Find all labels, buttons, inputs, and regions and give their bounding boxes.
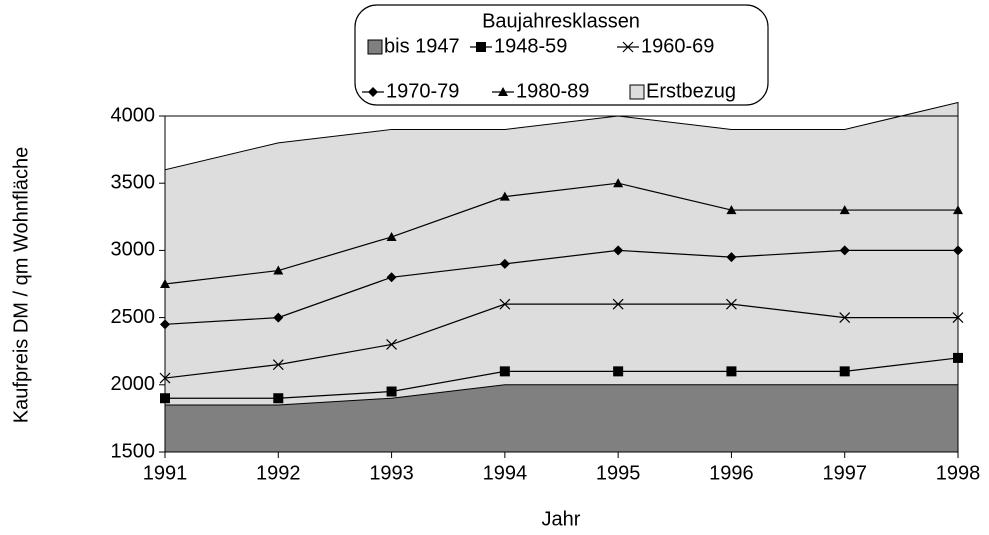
legend-label: bis 1947 xyxy=(384,35,460,57)
x-tick-label: 1998 xyxy=(936,462,981,484)
point xyxy=(499,366,510,377)
legend-swatch xyxy=(629,84,645,100)
legend-title: Baujahresklassen xyxy=(482,10,640,32)
legend-label: 1960-69 xyxy=(641,35,714,57)
point xyxy=(273,393,284,404)
y-tick-label: 3500 xyxy=(111,171,156,193)
line xyxy=(164,249,958,325)
legend-swatch xyxy=(367,39,383,55)
x-tick-label: 1992 xyxy=(256,462,301,484)
x-tick-label: 1997 xyxy=(822,462,867,484)
legend-label: 1948-59 xyxy=(494,35,567,57)
point xyxy=(499,258,510,269)
point xyxy=(499,191,510,201)
point xyxy=(953,205,963,215)
point xyxy=(499,298,511,310)
point xyxy=(160,393,170,404)
point xyxy=(839,205,850,215)
point xyxy=(726,298,737,310)
x-tick-label: 1995 xyxy=(596,462,641,484)
legend-marker xyxy=(368,87,378,97)
point xyxy=(160,319,170,330)
x-tick-label: 1991 xyxy=(143,462,188,484)
point xyxy=(839,245,850,256)
point xyxy=(726,205,737,215)
point xyxy=(159,372,171,384)
point xyxy=(613,178,624,188)
point xyxy=(386,272,397,283)
y-tick-label: 2500 xyxy=(111,306,156,328)
y-tick-label: 2000 xyxy=(111,373,156,395)
point xyxy=(952,312,964,324)
legend-box xyxy=(354,4,769,106)
point xyxy=(612,298,624,310)
legend-label: 1980-89 xyxy=(516,80,589,102)
y-tick-label: 4000 xyxy=(111,104,156,126)
legend-marker xyxy=(622,41,634,53)
point xyxy=(839,312,851,324)
legend-label: Erstbezug xyxy=(646,80,736,102)
x-axis-label: Jahr xyxy=(542,508,581,530)
point xyxy=(839,366,850,377)
point xyxy=(953,352,963,363)
point xyxy=(726,252,737,263)
y-tick-label: 3000 xyxy=(111,239,156,261)
legend-label: 1970-79 xyxy=(386,80,459,102)
point xyxy=(386,339,397,350)
point xyxy=(953,245,963,256)
point xyxy=(160,279,170,288)
point xyxy=(386,231,397,241)
x-tick-label: 1993 xyxy=(369,462,414,484)
legend-marker xyxy=(476,42,486,52)
x-tick-label: 1996 xyxy=(709,462,754,484)
point xyxy=(613,366,624,377)
point xyxy=(272,359,284,371)
point xyxy=(386,386,397,397)
point xyxy=(273,312,284,323)
y-tick-label: 1500 xyxy=(111,440,156,462)
line xyxy=(165,357,959,399)
line xyxy=(164,182,958,285)
point xyxy=(726,366,737,377)
legend-marker xyxy=(498,87,508,96)
x-tick-label: 1994 xyxy=(483,462,528,484)
line xyxy=(164,303,958,379)
y-axis-label: Kaufpreis DM / qm Wohnfläche xyxy=(10,147,32,423)
point xyxy=(273,265,284,275)
point xyxy=(613,245,624,256)
